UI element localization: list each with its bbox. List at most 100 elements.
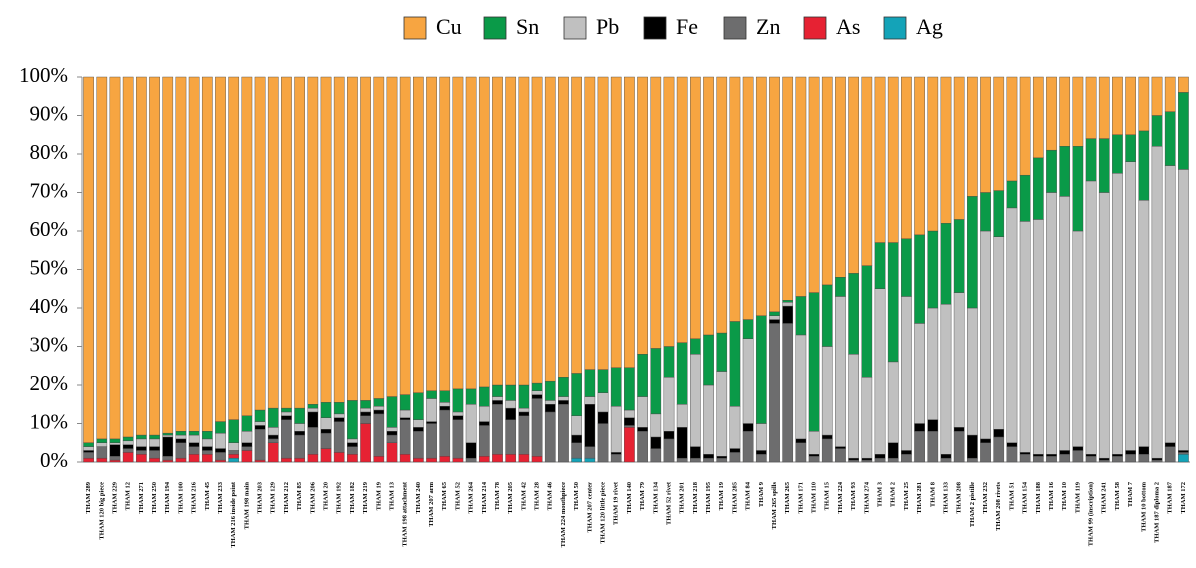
- bar-segment: [597, 369, 609, 393]
- bar-segment: [531, 390, 543, 395]
- bar-segment: [742, 431, 754, 463]
- bar-segment: [347, 76, 358, 401]
- bar-segment: [821, 76, 833, 286]
- bar-segment: [716, 76, 728, 334]
- bar-segment: [228, 419, 240, 443]
- bar-segment: [1112, 454, 1123, 457]
- bar-segment: [399, 454, 411, 463]
- y-tick-label: 50%: [30, 255, 69, 279]
- bar-segment: [96, 446, 108, 459]
- bar-segment: [953, 292, 965, 428]
- bar-segment: [1151, 115, 1163, 147]
- x-tick-label: THAM 182: [349, 482, 356, 514]
- bar-segment: [650, 436, 662, 449]
- bar-segment: [597, 423, 609, 463]
- bar-segment: [465, 388, 477, 405]
- bar-segment: [149, 76, 160, 436]
- x-tick-label: THAM 133: [942, 481, 949, 513]
- bar-segment: [294, 423, 305, 432]
- bar-segment: [544, 380, 556, 401]
- bar-segment: [1032, 157, 1044, 220]
- bar-segment: [399, 394, 411, 411]
- bar-segment: [1085, 180, 1097, 455]
- bar-segment: [887, 76, 899, 243]
- bar-segment: [505, 76, 517, 386]
- bar-segment: [755, 423, 767, 451]
- bar-segment: [571, 434, 582, 443]
- bar-segment: [149, 438, 160, 447]
- legend-swatch: [803, 16, 827, 40]
- bar-segment: [518, 407, 530, 413]
- bar-segment: [201, 431, 213, 440]
- bar-segment: [795, 76, 807, 297]
- x-tick-label: THAM 16: [1048, 481, 1055, 510]
- bar-segment: [215, 76, 226, 422]
- bar-segment: [307, 407, 319, 413]
- bar-segment: [465, 442, 477, 459]
- bar-segment: [927, 431, 939, 463]
- legend-label: Zn: [756, 14, 780, 39]
- bar-segment: [267, 407, 279, 428]
- bar-segment: [980, 192, 991, 232]
- bar-segment: [914, 234, 925, 324]
- x-tick-label: THAM 3: [877, 481, 884, 507]
- y-tick-label: 70%: [30, 178, 69, 202]
- bar-segment: [940, 454, 952, 459]
- bar-segment: [676, 76, 688, 343]
- bar-segment: [597, 76, 609, 370]
- bar-segment: [1151, 457, 1163, 461]
- bar-segment: [386, 396, 398, 428]
- bar-segment: [492, 384, 503, 397]
- bar-segment: [782, 300, 794, 303]
- bar-segment: [887, 457, 899, 463]
- bar-segment: [399, 409, 411, 418]
- bar-segment: [782, 323, 794, 463]
- bar-segment: [901, 454, 912, 463]
- x-tick-label: THAM 198 attachment: [402, 481, 409, 546]
- bar-segment: [413, 427, 424, 432]
- x-tick-label: THAM 120 big piece: [98, 482, 105, 540]
- bar-segment: [953, 427, 965, 432]
- x-tick-label: THAM 120 little piece: [600, 482, 607, 544]
- bar-segment: [1059, 450, 1071, 455]
- bar-segment: [729, 452, 741, 463]
- bar-segment: [281, 411, 292, 417]
- x-tick-label: THAM 208 rivets: [995, 482, 1002, 531]
- legend-swatch: [483, 16, 507, 40]
- bar-segment: [162, 459, 174, 463]
- x-tick-label: THAM 192: [336, 482, 343, 514]
- bar-segment: [281, 76, 292, 409]
- x-tick-label: THAM 20: [323, 482, 330, 510]
- bar-segment: [175, 457, 187, 463]
- bar-segment: [426, 457, 437, 463]
- bar-segment: [716, 457, 728, 463]
- x-tick-label: THAM 51: [1008, 482, 1015, 510]
- bar-segment: [215, 452, 226, 461]
- bar-segment: [610, 405, 622, 453]
- bar-segment: [703, 457, 714, 463]
- bar-segment: [136, 434, 147, 440]
- bar-segment: [663, 346, 675, 378]
- x-tick-label: THAM 19: [375, 481, 382, 510]
- bar-segment: [1112, 456, 1123, 463]
- bar-segment: [215, 459, 226, 463]
- bar-segment: [1046, 456, 1057, 463]
- bar-segment: [122, 440, 134, 445]
- bar-segment: [465, 404, 477, 443]
- bar-segment: [1151, 76, 1163, 116]
- bar-segment: [1072, 230, 1084, 447]
- bar-segment: [136, 76, 147, 436]
- bar-segment: [413, 457, 424, 463]
- bar-segment: [1032, 456, 1044, 463]
- bar-segment: [1059, 146, 1071, 197]
- bar-segment: [413, 76, 424, 393]
- x-tick-label: THAM 15: [824, 481, 831, 510]
- bar-segment: [1059, 454, 1071, 463]
- bar-segment: [1072, 76, 1084, 147]
- bar-segment: [492, 400, 503, 405]
- bar-segment: [1046, 454, 1057, 457]
- x-tick-label: THAM 19: [718, 481, 725, 510]
- bar-segment: [492, 404, 503, 455]
- x-tick-label: THAM 13: [388, 481, 395, 510]
